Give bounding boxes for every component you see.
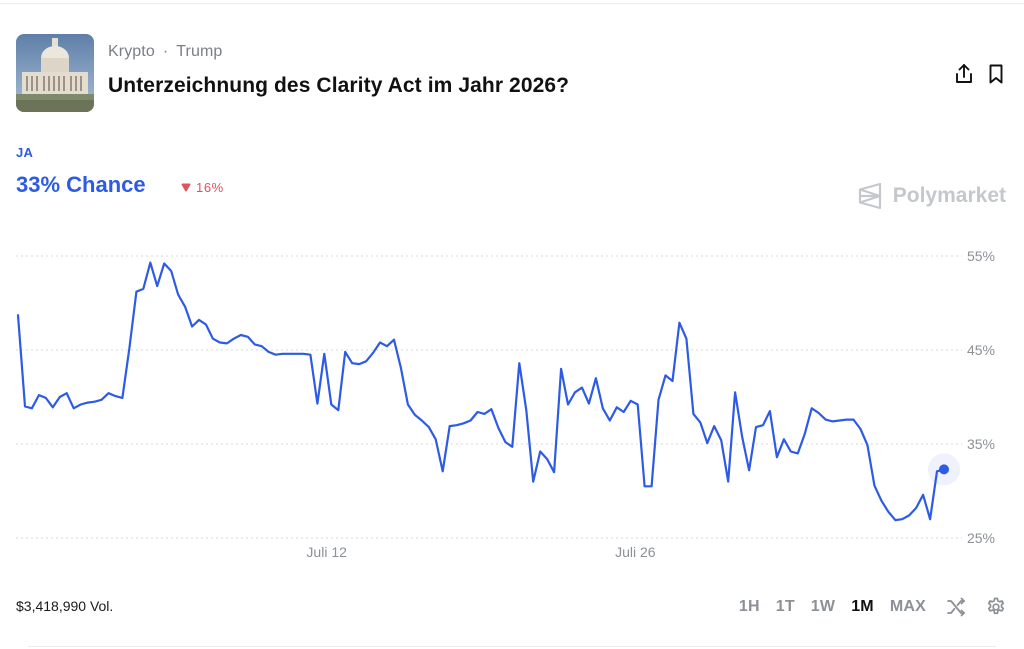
range-1h-button[interactable]: 1H [738,598,760,615]
brand-name: Polymarket [892,184,1006,207]
bookmark-icon[interactable] [986,63,1006,85]
price-chart: 55% 45% 35% 25% Juli 12 Juli 26 [16,248,995,560]
range-selector: 1H 1T 1W 1M MAX [739,597,1006,617]
category-link[interactable]: Krypto [108,43,155,60]
range-1m-button[interactable]: 1M [851,598,874,615]
bottom-divider [28,646,996,647]
series-line [16,261,946,522]
market-header: Krypto · Trump Unterzeichnung des Clarity … [16,34,1006,112]
y-tick-label: 45% [967,342,995,358]
y-tick-label: 35% [967,436,995,452]
range-max-button[interactable]: MAX [889,598,926,615]
top-divider [0,3,1024,4]
chance-value: 33% Chance [16,172,146,197]
breadcrumb-separator: · [162,43,169,60]
capitol-image [16,34,94,112]
outcome-label: JA [16,145,34,160]
change-indicator: 16% [181,180,224,195]
market-title: Unterzeichnung des Clarity Act im Jahr 2… [108,74,570,97]
x-tick-label: Juli 26 [615,544,656,560]
gear-icon[interactable] [986,597,1006,617]
chart-footer: $3,418,990 Vol. 1H 1T 1W 1M MAX [16,597,1006,619]
market-thumbnail [16,34,94,112]
brand-watermark: Polymarket [857,182,1006,210]
change-value: 16% [196,180,224,195]
y-tick-label: 25% [967,530,995,546]
range-1t-button[interactable]: 1T [775,598,795,615]
range-1w-button[interactable]: 1W [810,598,836,615]
shuffle-icon[interactable] [946,597,966,617]
share-icon[interactable] [954,63,974,85]
tag-link[interactable]: Trump [176,43,223,60]
y-tick-label: 55% [967,248,995,264]
down-triangle-icon [181,183,191,192]
polymarket-logo-icon [858,182,881,210]
breadcrumb: Krypto · Trump [108,43,222,61]
last-point-marker [939,464,949,475]
volume-label: $3,418,990 Vol. [16,598,114,614]
x-tick-label: Juli 12 [306,544,347,560]
